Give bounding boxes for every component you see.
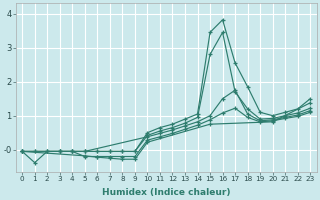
X-axis label: Humidex (Indice chaleur): Humidex (Indice chaleur): [102, 188, 230, 197]
